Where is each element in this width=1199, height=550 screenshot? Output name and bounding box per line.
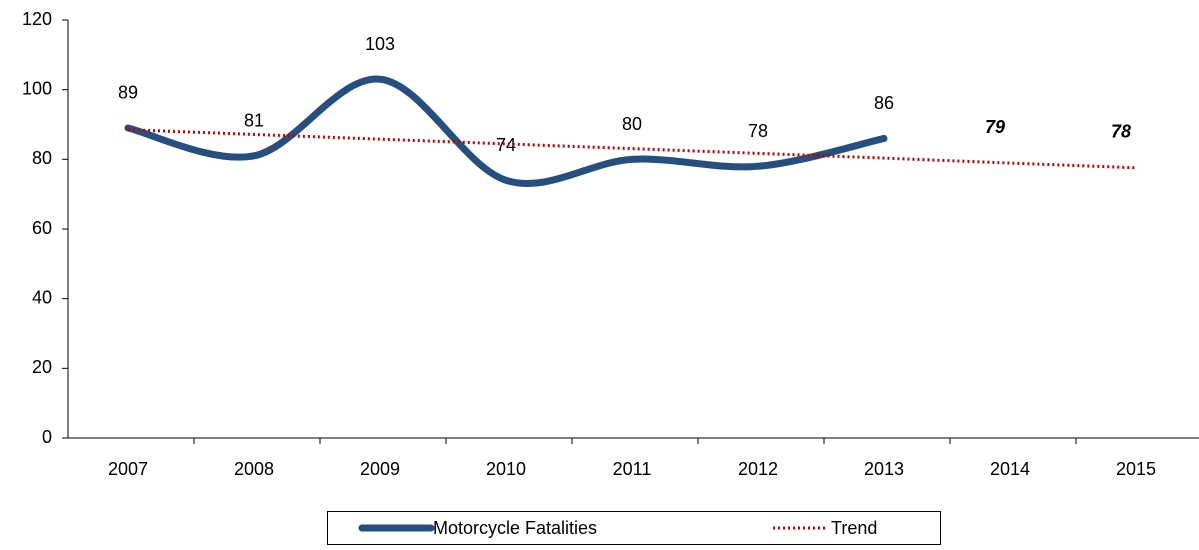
series-line: [124, 75, 888, 187]
legend-label: Trend: [831, 518, 877, 538]
trend-label: 78: [1111, 122, 1131, 142]
trend-label: 79: [985, 117, 1005, 137]
data-label: 78: [748, 121, 768, 141]
y-tick-label: 20: [32, 357, 52, 377]
y-tick-label: 120: [22, 9, 52, 29]
trend-line: [127, 128, 1137, 170]
y-tick-label: 100: [22, 78, 52, 98]
y-tick-label: 40: [32, 287, 52, 307]
legend-label: Motorcycle Fatalities: [433, 518, 597, 538]
x-tick-label: 2013: [864, 459, 904, 479]
y-tick-label: 80: [32, 148, 52, 168]
x-tick-label: 2010: [486, 459, 526, 479]
x-tick-label: 2015: [1116, 459, 1156, 479]
x-tick-label: 2011: [613, 459, 652, 479]
x-tick-label: 2009: [360, 459, 400, 479]
x-tick-label: 2008: [234, 459, 274, 479]
data-label: 74: [496, 135, 516, 155]
y-tick-label: 60: [32, 218, 52, 238]
y-tick-label: 0: [42, 427, 52, 447]
data-label: 86: [874, 93, 894, 113]
data-label: 103: [365, 34, 395, 54]
x-tick-label: 2012: [738, 459, 778, 479]
x-tick-label: 2014: [990, 459, 1030, 479]
x-tick-label: 2007: [108, 459, 148, 479]
data-label: 89: [118, 83, 138, 103]
data-label: 80: [622, 114, 642, 134]
data-label: 81: [244, 111, 264, 131]
